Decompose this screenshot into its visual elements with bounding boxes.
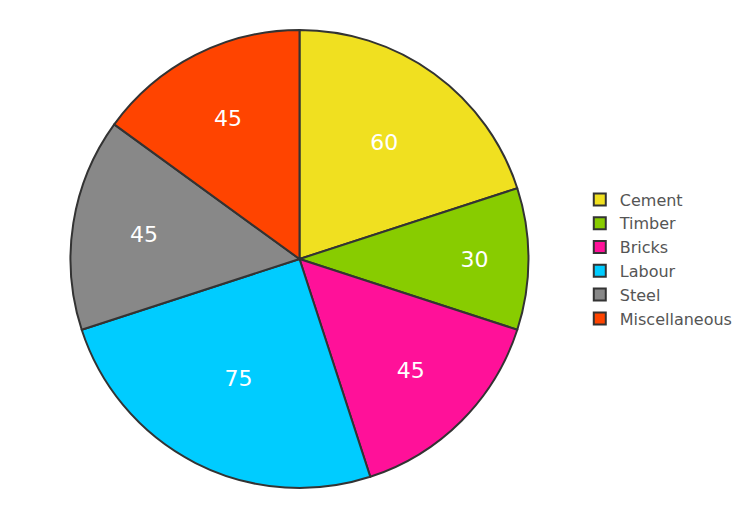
svg-text:45: 45 [214, 106, 242, 131]
svg-text:45: 45 [397, 358, 425, 383]
svg-text:75: 75 [225, 366, 253, 391]
svg-text:Steel: Steel [620, 286, 661, 305]
svg-text:Timber: Timber [619, 214, 676, 233]
svg-text:Miscellaneous: Miscellaneous [620, 310, 732, 329]
svg-text:Cement: Cement [620, 191, 683, 210]
svg-text:45: 45 [130, 222, 158, 247]
svg-text:Labour: Labour [620, 262, 676, 281]
svg-text:30: 30 [460, 247, 488, 272]
svg-text:Bricks: Bricks [620, 238, 668, 257]
svg-text:60: 60 [370, 130, 398, 155]
